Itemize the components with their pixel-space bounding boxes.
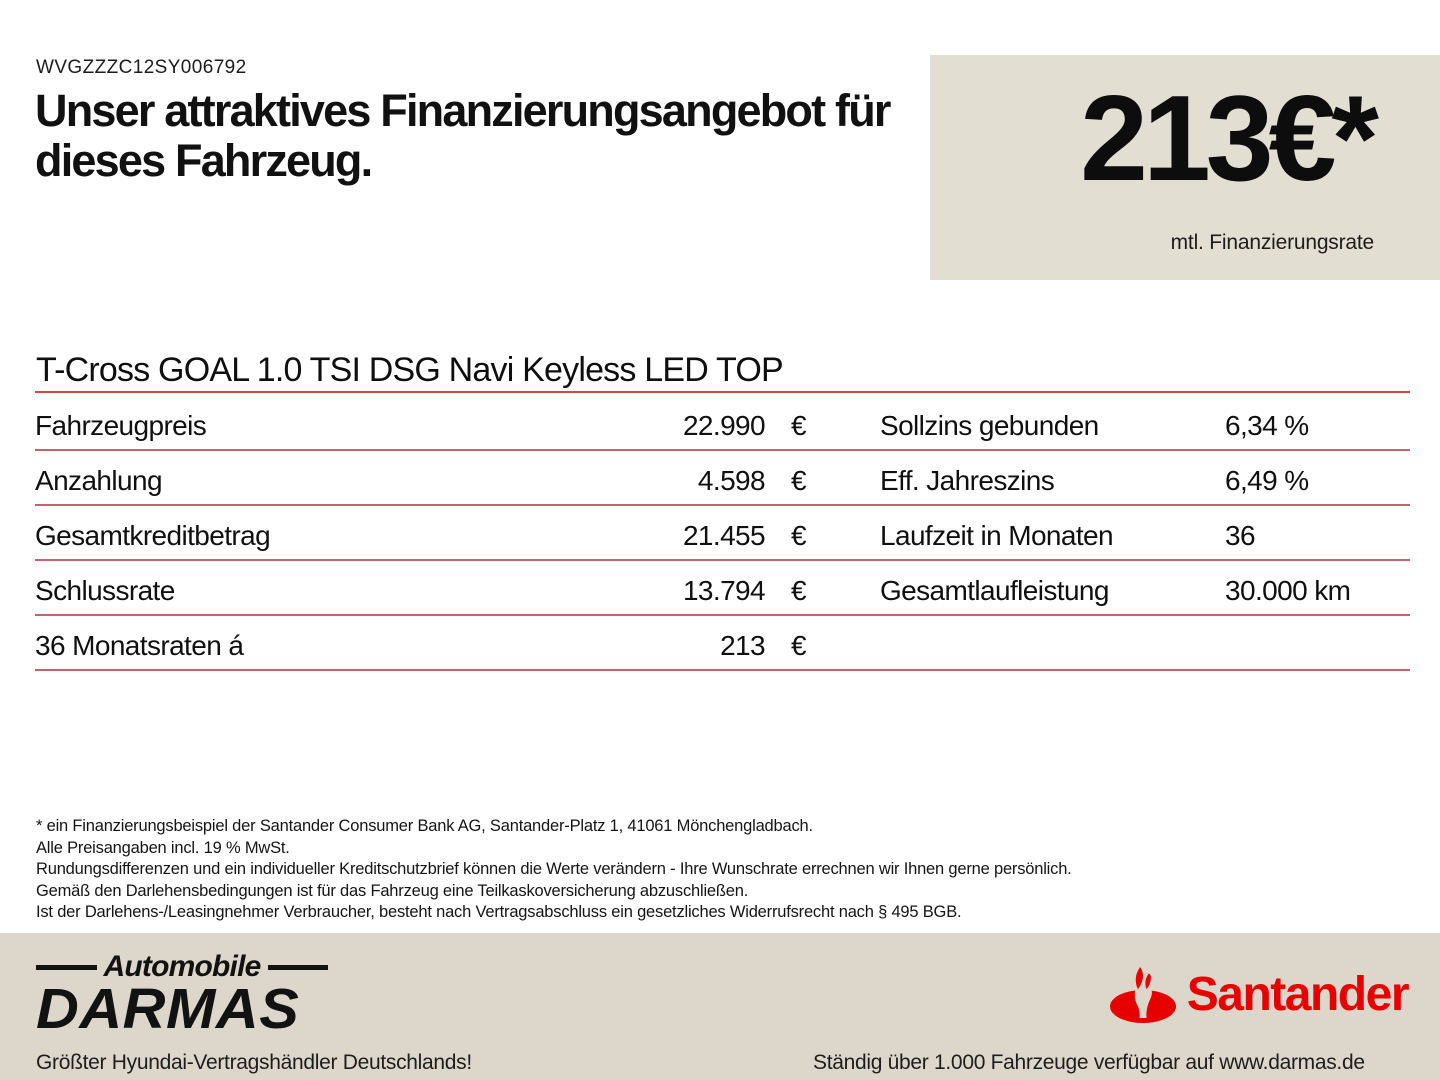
vin-number: WVGZZZC12SY006792 xyxy=(36,57,247,78)
row-currency: € xyxy=(791,520,807,551)
row-label-left: Schlussrate xyxy=(35,575,175,606)
santander-logo-text: Santander xyxy=(1186,968,1410,1021)
row-value-left: 22.990 xyxy=(682,410,766,441)
table-row: 36 Monatsraten á 213 € xyxy=(35,616,1410,671)
row-label-right: Eff. Jahreszins xyxy=(880,465,1055,496)
table-row: Fahrzeugpreis 22.990 € Sollzins gebunden… xyxy=(35,396,1410,451)
row-label-right: Laufzeit in Monaten xyxy=(880,520,1114,551)
row-value-right: 6,34 % xyxy=(1225,410,1309,441)
monthly-rate-box: 213€* mtl. Finanzierungsrate xyxy=(930,55,1440,280)
fine-print-line: Rundungsdifferenzen und ein individuelle… xyxy=(36,860,1072,878)
row-label-right: Gesamtlaufleistung xyxy=(880,575,1109,606)
fine-print-line: Alle Preisangaben incl. 19 % MwSt. xyxy=(36,838,290,857)
row-label-left: Anzahlung xyxy=(35,465,163,496)
row-label-left: 36 Monatsraten á xyxy=(35,630,244,661)
availability-tagline: Ständig über 1.000 Fahrzeuge verfügbar a… xyxy=(813,1051,1365,1074)
santander-logo: Santander xyxy=(1107,967,1410,1023)
row-value-right: 30.000 km xyxy=(1225,575,1351,606)
darmas-logo-top-word: Automobile xyxy=(103,950,262,983)
row-currency: € xyxy=(791,575,807,606)
darmas-logo: Automobile DARMAS xyxy=(36,950,328,1038)
dealer-tagline: Größter Hyundai-Vertragshändler Deutschl… xyxy=(36,1051,472,1074)
vehicle-title: T-Cross GOAL 1.0 TSI DSG Navi Keyless LE… xyxy=(36,351,784,389)
row-value-right: 6,49 % xyxy=(1225,465,1309,496)
row-currency: € xyxy=(791,465,807,496)
row-value-right: 36 xyxy=(1225,520,1256,551)
fine-print-line: * ein Finanzierungsbeispiel der Santande… xyxy=(36,817,813,835)
footer: Automobile DARMAS Santander Größter Hyun… xyxy=(0,933,1440,1080)
table-row: Schlussrate 13.794 € Gesamtlaufleistung … xyxy=(35,561,1410,616)
row-label-left: Gesamtkreditbetrag xyxy=(35,520,271,551)
row-currency: € xyxy=(791,410,807,441)
row-value-left: 213 xyxy=(720,630,766,661)
row-label-left: Fahrzeugpreis xyxy=(35,410,207,441)
table-row: Anzahlung 4.598 € Eff. Jahreszins 6,49 % xyxy=(35,451,1410,506)
fine-print: * ein Finanzierungsbeispiel der Santande… xyxy=(36,816,1072,924)
row-value-left: 4.598 xyxy=(697,465,766,496)
monthly-rate-caption: mtl. Finanzierungsrate xyxy=(1170,231,1375,254)
title-underline xyxy=(35,391,1410,393)
row-value-left: 13.794 xyxy=(682,575,766,606)
row-currency: € xyxy=(791,630,807,661)
logo-left-bar xyxy=(36,964,97,970)
monthly-rate-amount: 213€* xyxy=(1080,70,1379,206)
fine-print-line: Ist der Darlehens-/Leasingnehmer Verbrau… xyxy=(36,903,962,921)
financing-table: Fahrzeugpreis 22.990 € Sollzins gebunden… xyxy=(35,396,1410,671)
row-label-right: Sollzins gebunden xyxy=(880,410,1099,441)
row-value-left: 21.455 xyxy=(682,520,766,551)
santander-flame-icon xyxy=(1109,967,1176,1023)
fine-print-line: Gemäß den Darlehensbedingungen ist für d… xyxy=(36,881,749,900)
logo-right-bar xyxy=(267,964,328,970)
page-title: Unser attraktives Finanzierungsangebot f… xyxy=(35,85,891,187)
darmas-logo-name: DARMAS xyxy=(36,977,300,1041)
table-row: Gesamtkreditbetrag 21.455 € Laufzeit in … xyxy=(35,506,1410,561)
